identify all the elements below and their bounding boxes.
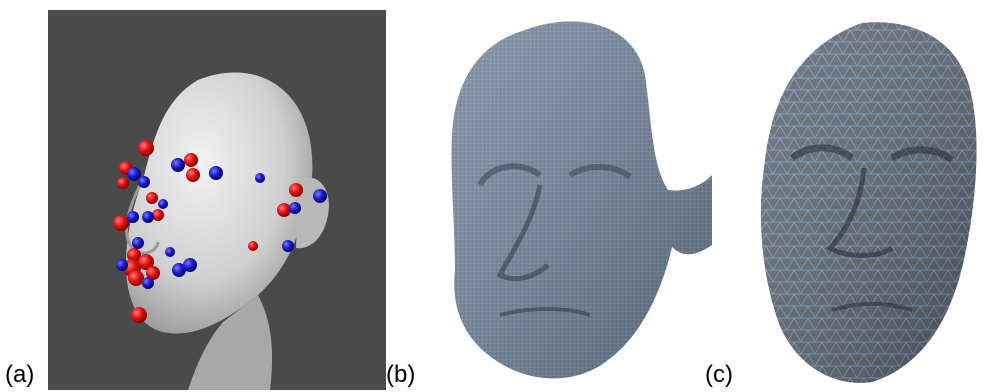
coarse-mesh-render: [760, 22, 977, 383]
panel-b: [430, 15, 715, 392]
dense-scan-mesh-render: [451, 21, 712, 379]
panel-a: [48, 10, 386, 390]
panel-c-label: (c): [705, 361, 733, 388]
panel-c: [752, 18, 997, 392]
blue-landmarks: [116, 158, 327, 289]
landmark-head-render: [48, 10, 386, 390]
panel-a-label: (a): [5, 361, 35, 388]
panel-b-label: (b): [386, 361, 416, 388]
